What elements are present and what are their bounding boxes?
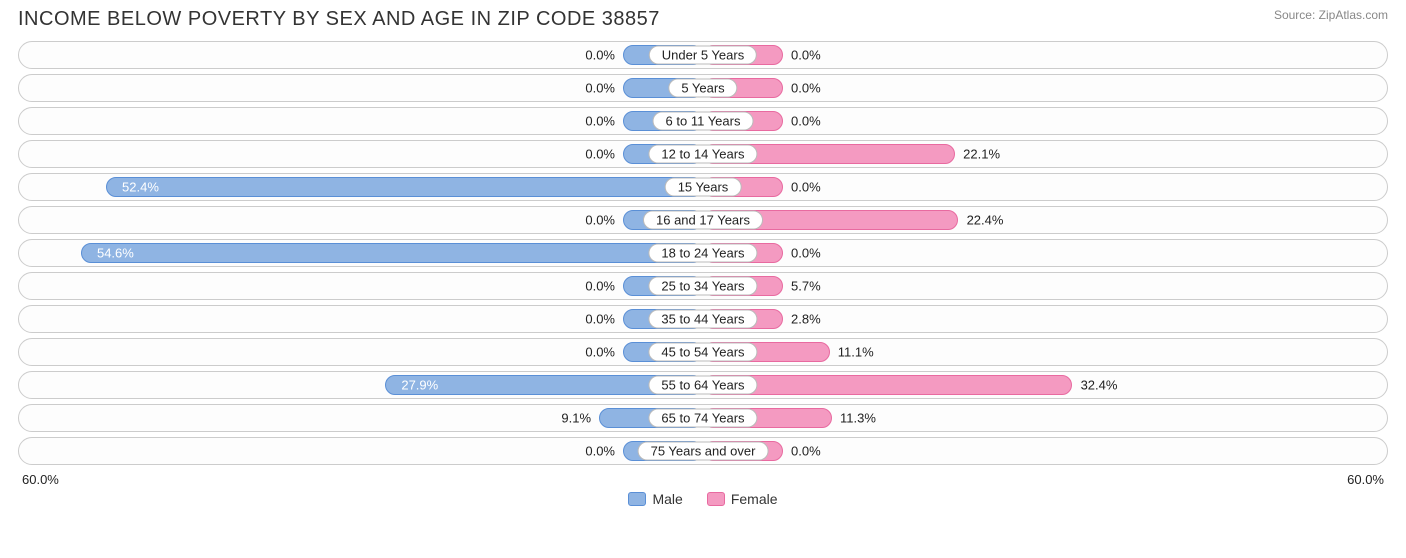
value-label-female: 0.0%	[791, 81, 821, 96]
category-label: 15 Years	[665, 178, 742, 197]
bar-female	[703, 375, 1072, 395]
chart-row: 0.0% 5.7% 25 to 34 Years	[18, 272, 1388, 300]
value-label-female: 0.0%	[791, 444, 821, 459]
axis-row: 60.0% 60.0%	[0, 470, 1406, 487]
value-label-male: 0.0%	[585, 213, 615, 228]
value-label-male: 0.0%	[585, 279, 615, 294]
category-label: 16 and 17 Years	[643, 211, 763, 230]
chart-row: 0.0% 0.0% 5 Years	[18, 74, 1388, 102]
value-label-male: 0.0%	[585, 312, 615, 327]
chart-row: 0.0% 11.1% 45 to 54 Years	[18, 338, 1388, 366]
value-label-male: 0.0%	[585, 147, 615, 162]
value-label-female: 22.1%	[963, 147, 1000, 162]
chart-row: 0.0% 0.0% 6 to 11 Years	[18, 107, 1388, 135]
value-label-female: 32.4%	[1081, 378, 1118, 393]
value-label-female: 0.0%	[791, 48, 821, 63]
category-label: 75 Years and over	[638, 442, 769, 461]
chart-row: 0.0% 2.8% 35 to 44 Years	[18, 305, 1388, 333]
legend-label: Male	[652, 491, 682, 507]
value-label-male: 52.4%	[122, 180, 159, 195]
chart-title: INCOME BELOW POVERTY BY SEX AND AGE IN Z…	[18, 8, 660, 31]
category-label: 55 to 64 Years	[648, 376, 757, 395]
chart-legend: Male Female	[0, 491, 1406, 507]
chart-row: 0.0% 0.0% Under 5 Years	[18, 41, 1388, 69]
chart-row: 52.4% 0.0% 15 Years	[18, 173, 1388, 201]
value-label-male: 0.0%	[585, 48, 615, 63]
category-label: 35 to 44 Years	[648, 310, 757, 329]
chart-area: 0.0%0.0%Under 5 Years0.0%0.0%5 Years0.0%…	[0, 35, 1406, 465]
chart-row: 54.6% 0.0% 18 to 24 Years	[18, 239, 1388, 267]
category-label: 18 to 24 Years	[648, 244, 757, 263]
axis-label-right: 60.0%	[1347, 472, 1384, 487]
category-label: 25 to 34 Years	[648, 277, 757, 296]
legend-swatch	[707, 492, 725, 506]
category-label: Under 5 Years	[649, 46, 757, 65]
chart-header: INCOME BELOW POVERTY BY SEX AND AGE IN Z…	[0, 0, 1406, 35]
value-label-male: 27.9%	[401, 378, 438, 393]
value-label-female: 5.7%	[791, 279, 821, 294]
category-label: 65 to 74 Years	[648, 409, 757, 428]
legend-swatch	[628, 492, 646, 506]
legend-label: Female	[731, 491, 778, 507]
category-label: 45 to 54 Years	[648, 343, 757, 362]
chart-row: 0.0% 22.4% 16 and 17 Years	[18, 206, 1388, 234]
value-label-female: 0.0%	[791, 114, 821, 129]
value-label-female: 2.8%	[791, 312, 821, 327]
value-label-female: 22.4%	[967, 213, 1004, 228]
value-label-female: 0.0%	[791, 180, 821, 195]
chart-source: Source: ZipAtlas.com	[1274, 8, 1388, 22]
legend-item: Female	[707, 491, 778, 507]
chart-row: 0.0% 22.1% 12 to 14 Years	[18, 140, 1388, 168]
value-label-male: 0.0%	[585, 444, 615, 459]
chart-row: 27.9% 32.4% 55 to 64 Years	[18, 371, 1388, 399]
chart-row: 9.1% 11.3% 65 to 74 Years	[18, 404, 1388, 432]
value-label-male: 0.0%	[585, 81, 615, 96]
legend-item: Male	[628, 491, 682, 507]
category-label: 6 to 11 Years	[653, 112, 754, 131]
value-label-female: 11.3%	[840, 411, 876, 426]
value-label-male: 9.1%	[561, 411, 591, 426]
category-label: 5 Years	[668, 79, 737, 98]
bar-male	[81, 243, 703, 263]
value-label-female: 11.1%	[838, 345, 874, 360]
value-label-male: 0.0%	[585, 114, 615, 129]
axis-label-left: 60.0%	[22, 472, 59, 487]
chart-row: 0.0% 0.0% 75 Years and over	[18, 437, 1388, 465]
value-label-male: 54.6%	[97, 246, 134, 261]
category-label: 12 to 14 Years	[648, 145, 757, 164]
bar-male	[106, 177, 703, 197]
value-label-male: 0.0%	[585, 345, 615, 360]
value-label-female: 0.0%	[791, 246, 821, 261]
